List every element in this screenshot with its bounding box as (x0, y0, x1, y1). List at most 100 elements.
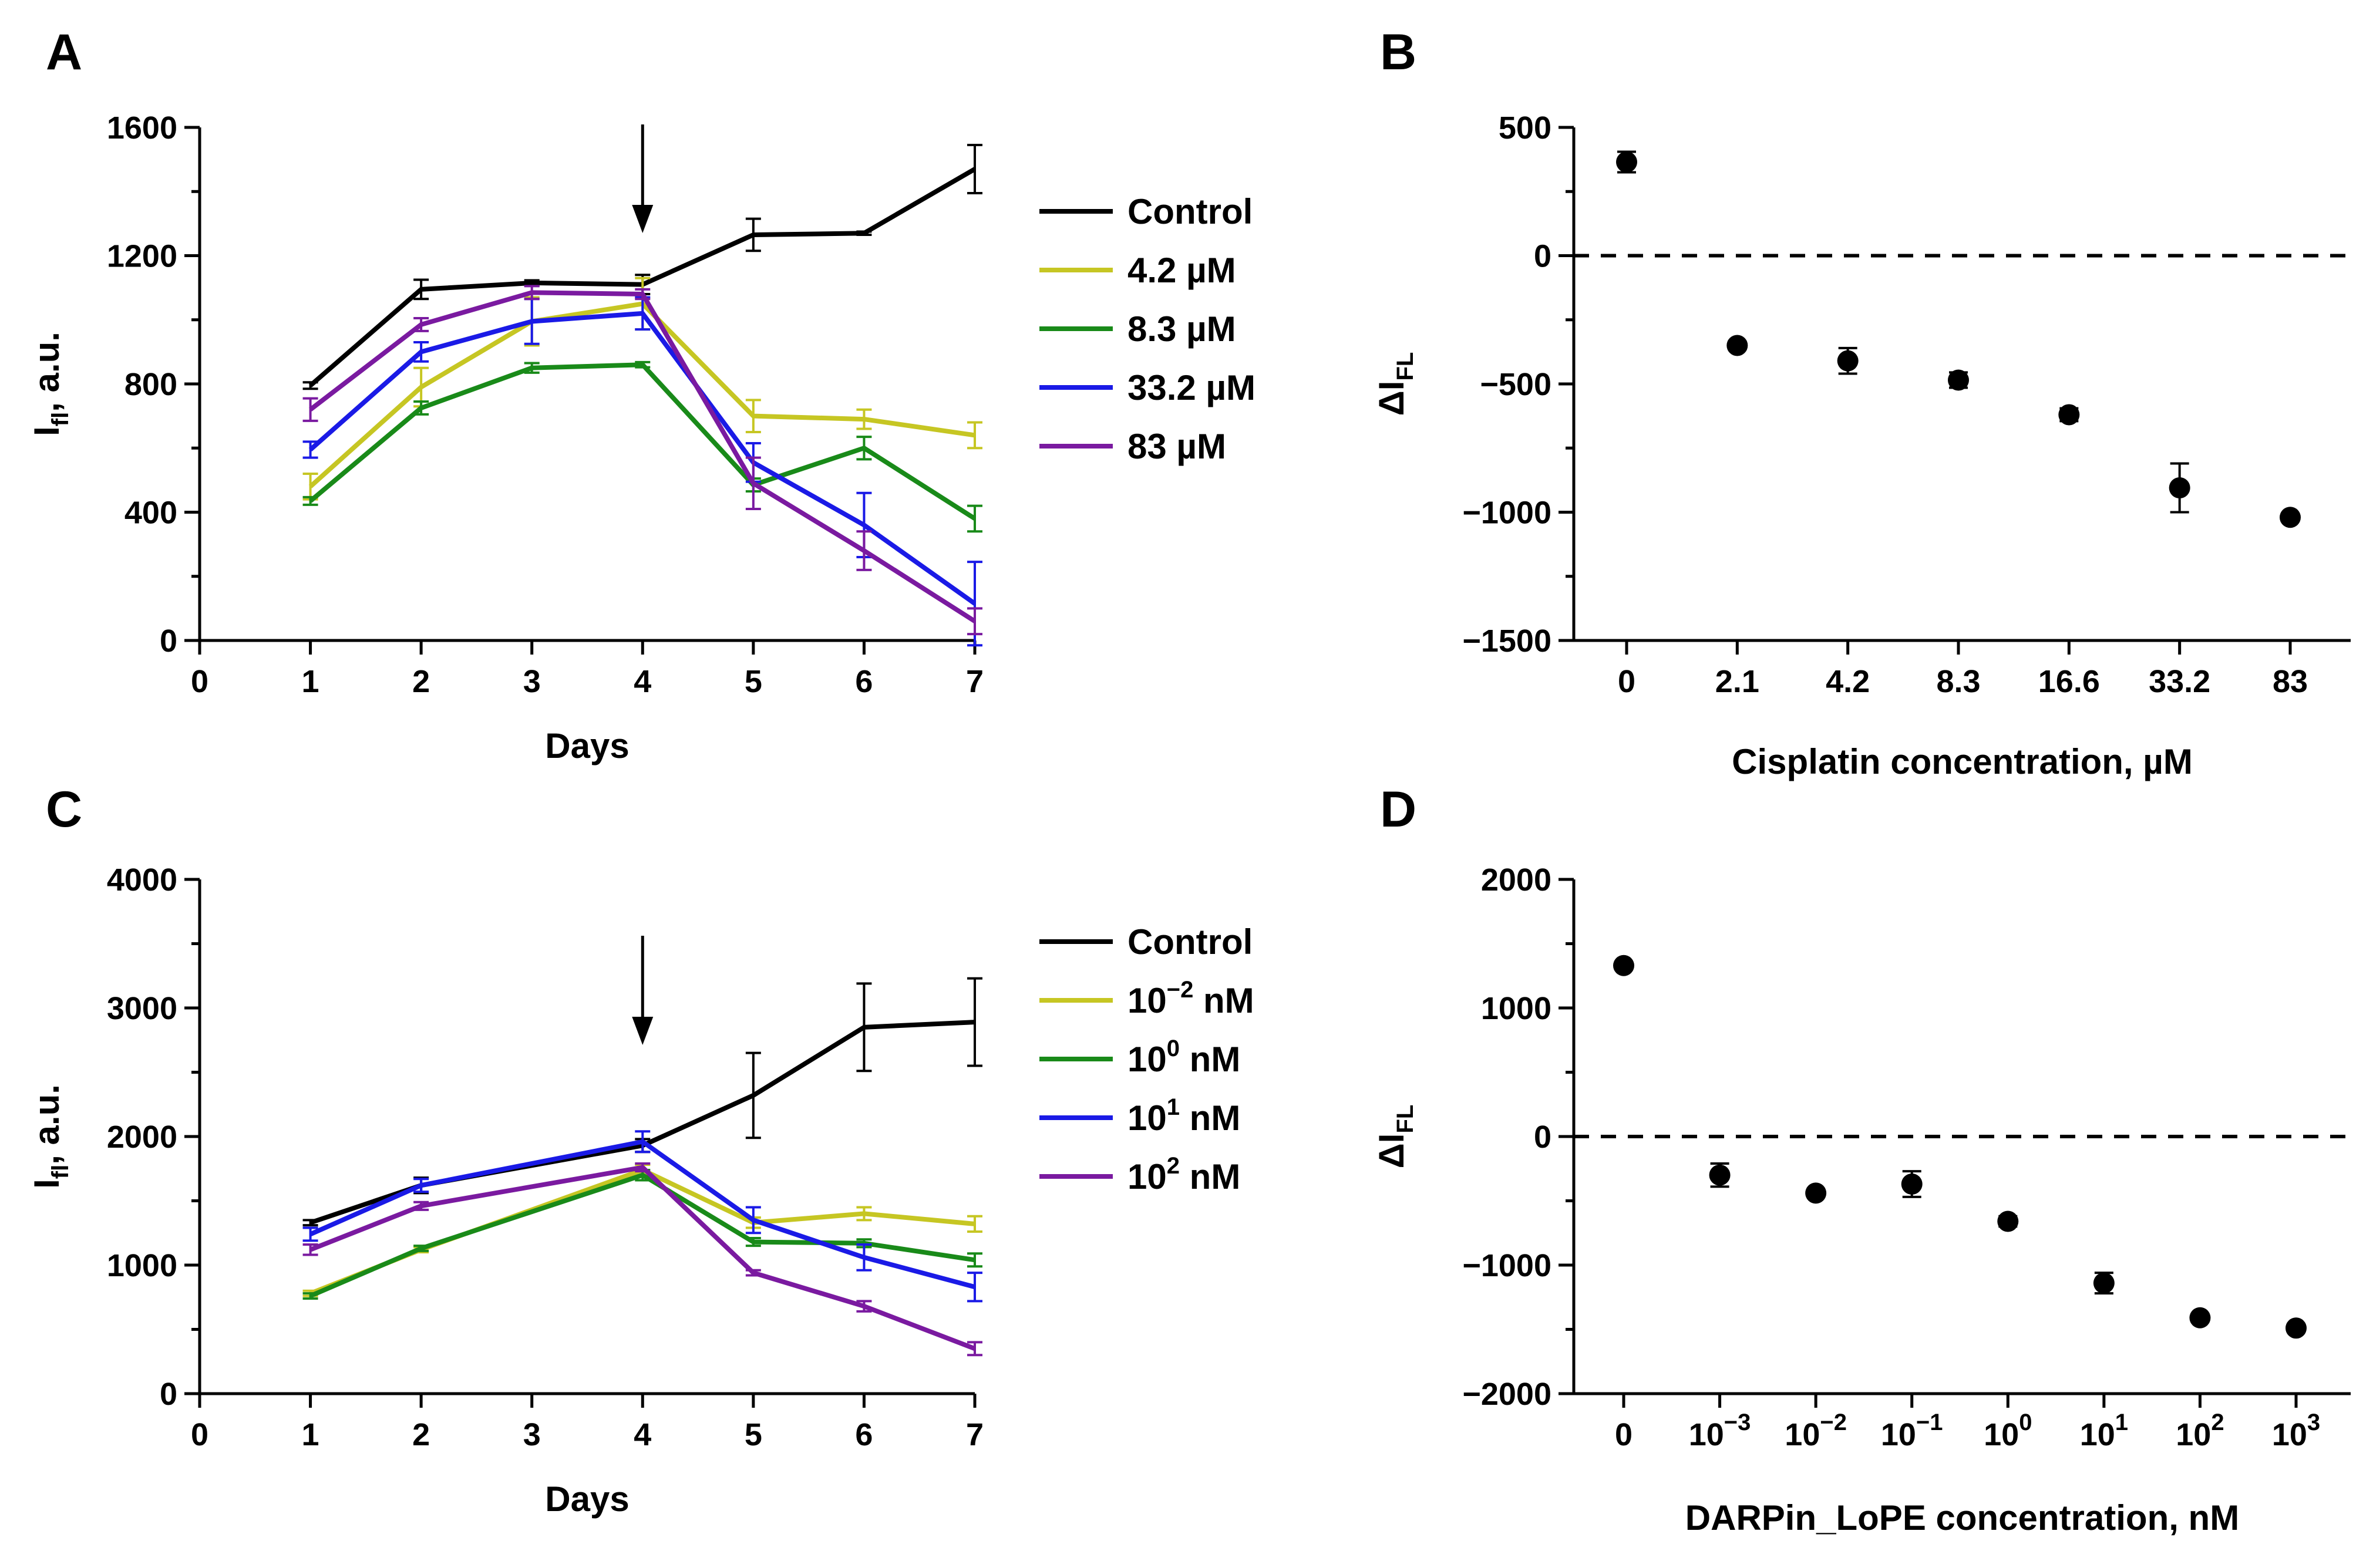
y-tick-label: 0 (1534, 239, 1551, 274)
y-tick-label: 500 (1499, 110, 1551, 146)
series-3 (302, 296, 982, 647)
x-tick-label: 6 (855, 1417, 873, 1452)
series-4 (302, 1162, 982, 1357)
series-2 (302, 360, 982, 533)
x-tick-label: 4 (634, 664, 651, 699)
y-tick-label: −500 (1480, 367, 1551, 402)
y-tick-label: 0 (160, 623, 177, 659)
x-tick-label: 33.2 (2149, 664, 2210, 699)
series-line (309, 1139, 976, 1290)
panel-label-D: D (1380, 781, 1416, 838)
x-tick-label: 102 (2176, 1409, 2224, 1452)
y-tick-label: 1200 (107, 239, 177, 274)
x-tick-label: 0 (1618, 664, 1635, 699)
legend-label: Control (1127, 922, 1253, 962)
x-tick-label: 4.2 (1826, 664, 1870, 699)
data-point (2189, 1307, 2211, 1328)
y-tick-label: 1000 (107, 1248, 177, 1283)
x-axis-title: DARPin_LoPE concentration, nM (1685, 1498, 2239, 1537)
treatment-arrow-head (632, 205, 654, 233)
legend-label: 100 nM (1127, 1036, 1240, 1079)
y-tick-label: 400 (124, 495, 177, 531)
y-tick-label: −2000 (1462, 1377, 1551, 1412)
y-tick-label: 0 (160, 1377, 177, 1412)
x-tick-label: 0 (191, 664, 208, 699)
y-tick-label: 2000 (1481, 862, 1551, 898)
x-tick-label: 10−3 (1689, 1409, 1751, 1452)
x-tick-label: 101 (2080, 1409, 2128, 1452)
x-tick-label: 100 (1984, 1409, 2032, 1452)
series-4 (302, 285, 982, 636)
chart-B: −1500 −1000 −500 0 500 0 2.1 4.2 8.3 16.6 33.2 83 Ci… (1372, 110, 2351, 781)
x-tick-label: 5 (745, 664, 762, 699)
x-tick-label: 5 (745, 1417, 762, 1452)
chart-A: 0 400 800 1200 1600 0 1 2 3 4 5 6 7 Days Ifl, a.u. Cont… (27, 110, 1255, 766)
chart-C: 0 1000 2000 3000 4000 0 1 2 3 4 5 6 7 Days Ifl, a.u. Co… (27, 862, 1254, 1519)
x-axis-title: Cisplatin concentration, µM (1732, 742, 2193, 781)
y-tick-label: 1000 (1481, 991, 1551, 1026)
series-3 (302, 1130, 982, 1303)
x-tick-label: 1 (302, 1417, 319, 1452)
treatment-arrow-head (632, 1017, 654, 1045)
series-line (308, 362, 977, 521)
legend-label: 33.2 µM (1127, 368, 1255, 407)
y-axis-title: ΔIFL (1372, 1105, 1418, 1169)
y-tick-label: −1000 (1462, 1248, 1551, 1283)
data-point (1901, 1174, 1923, 1195)
legend-label: 8.3 µM (1127, 309, 1236, 349)
legend-label: 83 µM (1127, 427, 1226, 466)
data-point (2058, 404, 2080, 426)
x-tick-label: 8.3 (1936, 664, 1980, 699)
data-point (2280, 507, 2301, 528)
data-point (1997, 1210, 2019, 1232)
legend-label: Control (1127, 192, 1253, 231)
y-axis-title: ΔIFL (1372, 352, 1418, 416)
data-point (1837, 350, 1859, 372)
x-axis-title: Days (545, 1479, 629, 1519)
y-tick-label: 0 (1534, 1119, 1551, 1155)
x-tick-label: 2 (412, 664, 430, 699)
data-point (1616, 151, 1637, 173)
x-tick-label: 103 (2272, 1409, 2320, 1452)
panel-label-C: C (46, 781, 82, 838)
y-tick-label: −1500 (1462, 623, 1551, 659)
data-point (2093, 1272, 2115, 1294)
data-point (2286, 1317, 2307, 1339)
y-tick-label: 800 (124, 367, 177, 402)
data-point (1805, 1182, 1827, 1204)
x-tick-label: 0 (191, 1417, 208, 1452)
x-tick-label: 7 (966, 664, 984, 699)
panel-label-A: A (46, 24, 82, 80)
x-tick-label: 1 (302, 664, 319, 699)
y-tick-label: 2000 (107, 1119, 177, 1155)
x-tick-label: 3 (523, 664, 541, 699)
x-tick-label: 4 (634, 1417, 651, 1452)
legend-label: 102 nM (1127, 1153, 1240, 1196)
x-axis-title: Days (545, 726, 629, 766)
data-point (1613, 955, 1634, 976)
series-line (309, 1165, 976, 1351)
x-tick-label: 16.6 (2038, 664, 2100, 699)
x-tick-label: 3 (523, 1417, 541, 1452)
y-tick-label: −1000 (1462, 495, 1551, 531)
data-point (1948, 369, 1969, 391)
x-tick-label: 2 (412, 1417, 430, 1452)
data-point (1726, 335, 1748, 356)
x-tick-label: 10−1 (1881, 1409, 1943, 1452)
series-1 (302, 1164, 982, 1297)
y-tick-label: 1600 (107, 110, 177, 146)
panel-label-B: B (1380, 24, 1416, 80)
x-tick-label: 7 (966, 1417, 984, 1452)
legend-label: 4.2 µM (1127, 251, 1236, 290)
y-axis-title: Ifl, a.u. (27, 1084, 73, 1189)
x-tick-label: 2.1 (1715, 664, 1759, 699)
series-line (309, 1172, 975, 1299)
x-tick-label: 6 (855, 664, 873, 699)
x-tick-label: 83 (2273, 664, 2308, 699)
legend-label: 101 nM (1127, 1094, 1240, 1138)
legend-label: 10−2 nM (1127, 977, 1254, 1020)
y-tick-label: 3000 (107, 991, 177, 1026)
x-tick-label: 10−2 (1785, 1409, 1847, 1452)
y-axis-title: Ifl, a.u. (27, 332, 73, 436)
